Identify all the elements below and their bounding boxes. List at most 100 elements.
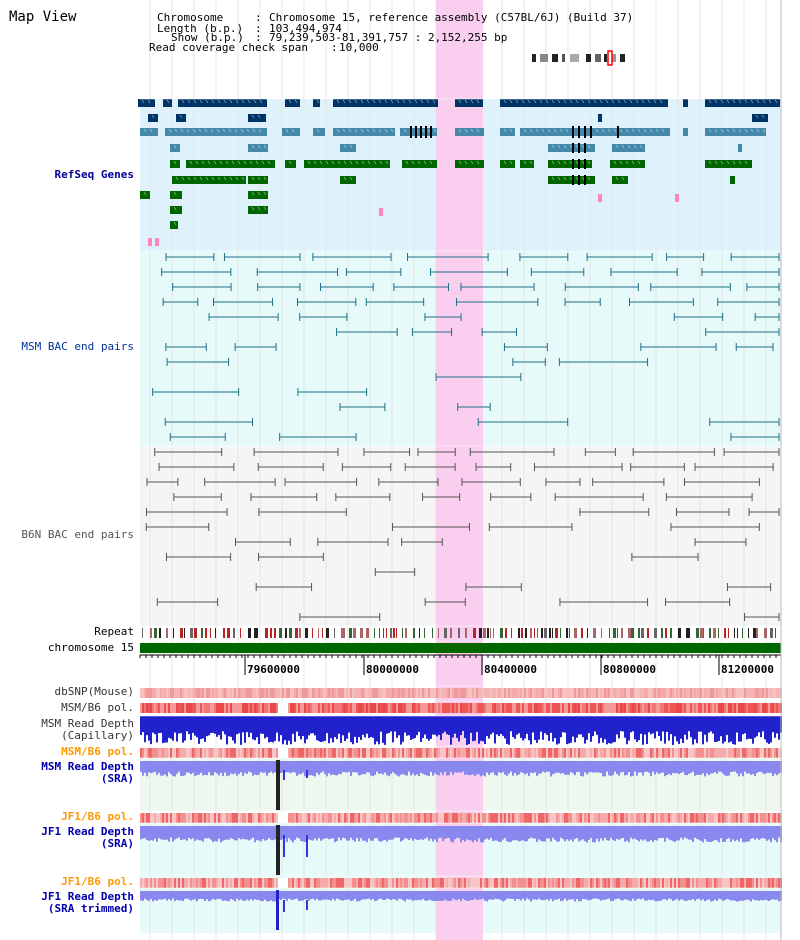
msm-pol-strip — [190, 703, 192, 713]
jf1-pol-strip — [768, 813, 770, 823]
jf1-pol-strip-2 — [760, 878, 762, 888]
msm-pol-strip-2 — [170, 748, 172, 758]
gene-arrow — [738, 128, 742, 133]
gene-arrow — [211, 99, 215, 104]
jf1-trim-depth-bar — [528, 891, 530, 900]
msm-sra-depth-bar — [302, 761, 304, 773]
gene-arrow — [319, 160, 323, 165]
dbsnp-strip — [328, 688, 330, 698]
jf1-pol-strip — [566, 813, 568, 823]
jf1-pol-strip — [404, 813, 406, 823]
msm-pol-strip — [302, 703, 304, 713]
jf1-pol-strip — [410, 813, 412, 823]
msm-capillary-depth-bar — [538, 716, 540, 740]
jf1-pol-strip — [460, 813, 462, 823]
msm-capillary-depth-bar — [610, 716, 612, 744]
gene-arrow — [726, 128, 730, 133]
gene-arrow — [181, 99, 185, 104]
msm-pol-strip-2 — [422, 748, 424, 758]
msm-capillary-depth-bar — [514, 716, 516, 739]
msm-sra-depth-bar — [714, 761, 716, 773]
dbsnp-strip — [232, 688, 234, 698]
jf1-pol-strip-2 — [256, 878, 258, 888]
jf1-pol-strip — [192, 813, 194, 823]
dbsnp-strip — [744, 688, 746, 698]
msm-sra-depth-bar — [516, 761, 518, 776]
msm-pol-strip-2 — [616, 748, 618, 758]
jf1-sra-depth-bar — [408, 826, 410, 841]
msm-capillary-depth-bar — [264, 716, 266, 739]
msm-pol-strip-2 — [254, 748, 256, 758]
gene-arrow — [551, 176, 555, 181]
msm-pol-strip-2 — [682, 748, 684, 758]
msm-pol-strip — [216, 703, 218, 713]
msm-pol-strip-2 — [152, 748, 154, 758]
pol-gap — [278, 878, 288, 888]
jf1-pol-strip — [216, 813, 218, 823]
gene-arrow — [151, 114, 155, 119]
gene-arrow — [458, 160, 462, 165]
gene-arrow — [342, 128, 346, 133]
jf1-trim-depth-bar — [284, 891, 286, 900]
jf1-trim-depth-bar — [438, 891, 440, 901]
msm-pol-strip-2 — [176, 748, 178, 758]
jf1-trim-depth-bar — [744, 891, 746, 901]
msm-capillary-depth-bar — [746, 716, 748, 740]
gene-arrow — [750, 128, 754, 133]
gene-feature — [402, 160, 437, 168]
jf1-trim-depth-bar — [358, 891, 360, 902]
msm-pol-strip — [590, 703, 592, 713]
track-label-b6n-bac[interactable]: B6N BAC end pairs — [21, 528, 134, 541]
msm-capillary-depth-bar — [184, 716, 186, 741]
jf1-pol-strip-2 — [562, 878, 564, 888]
jf1-sra-depth-bar — [404, 826, 406, 839]
gene-feature — [500, 128, 515, 136]
msm-capillary-depth-bar — [718, 716, 720, 741]
msm-sra-depth-bar — [736, 761, 738, 774]
jf1-sra-depth-bar — [674, 826, 676, 842]
msm-capillary-depth-bar — [716, 716, 718, 742]
jf1-trim-depth-bar — [216, 891, 218, 900]
jf1-pol-strip-2 — [654, 878, 656, 888]
track-label-chromosome: chromosome 15 — [47, 641, 134, 654]
msm-pol-strip — [342, 703, 344, 713]
jf1-pol-strip-2 — [300, 878, 302, 888]
gene-arrow — [223, 176, 227, 181]
jf1-sra-depth-bar — [478, 826, 480, 839]
jf1-trim-depth-bar — [180, 891, 182, 901]
jf1-sra-depth-bar — [318, 826, 320, 839]
jf1-sra-depth-bar — [694, 826, 696, 838]
dbsnp-strip — [468, 688, 470, 698]
jf1-trim-depth-bar — [530, 891, 532, 902]
gene-small-feature — [148, 238, 152, 246]
dbsnp-strip — [636, 688, 638, 698]
msm-sra-depth-bar — [454, 761, 456, 773]
jf1-pol-strip — [540, 813, 542, 823]
jf1-trim-depth-bar — [592, 891, 594, 899]
msm-sra-depth-bar — [408, 761, 410, 772]
jf1-trim-depth-bar — [578, 891, 580, 902]
msm-pol-strip — [174, 703, 176, 713]
msm-pol-strip-2 — [418, 748, 420, 758]
dbsnp-strip — [706, 688, 708, 698]
msm-capillary-depth-bar — [344, 716, 346, 742]
gene-arrow — [637, 128, 641, 133]
msm-pol-strip — [602, 703, 604, 713]
track-label-refseq[interactable]: RefSeq Genes — [54, 168, 134, 181]
dbsnp-strip — [372, 688, 374, 698]
msm-capillary-depth-bar — [310, 716, 312, 734]
jf1-sra-depth-bar — [554, 826, 556, 840]
gene-arrow — [414, 99, 418, 104]
jf1-sra-depth-bar — [310, 826, 312, 841]
msm-pol-strip — [558, 703, 560, 713]
msm-capillary-depth-bar — [740, 716, 742, 742]
track-label-msm-bac[interactable]: MSM BAC end pairs — [21, 340, 134, 353]
exon-mark — [578, 126, 580, 138]
jf1-sra-depth-bar — [638, 826, 640, 842]
dbsnp-strip — [220, 688, 222, 698]
msm-sra-depth-bar — [358, 761, 360, 776]
jf1-pol-strip-2 — [192, 878, 194, 888]
jf1-pol-strip-2 — [614, 878, 616, 888]
jf1-sra-depth-bar — [642, 826, 644, 841]
